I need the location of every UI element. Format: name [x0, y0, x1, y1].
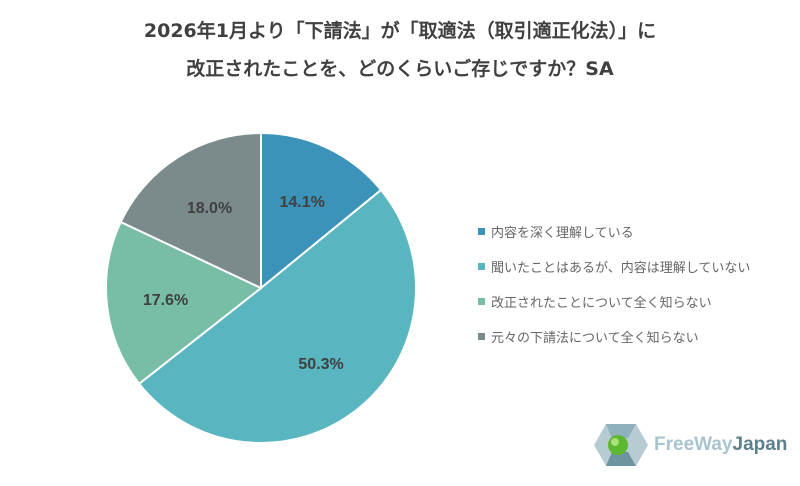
legend-label: 内容を深く理解している	[491, 226, 634, 241]
logo-hexagon-icon	[594, 424, 648, 466]
legend-swatch	[478, 228, 485, 235]
legend-item: 内容を深く理解している	[478, 214, 750, 249]
freewayjapan-logo: FreeWayJapan	[592, 420, 787, 470]
data-label: 14.1%	[280, 194, 325, 211]
logo-text-japan: Japan	[732, 434, 788, 455]
data-label: 17.6%	[143, 292, 188, 309]
legend-item: 聞いたことはあるが、内容は理解していない	[478, 249, 750, 284]
legend-swatch	[478, 333, 485, 340]
legend-label: 改正されたことについて全く知らない	[491, 296, 712, 311]
pie-slice	[119, 131, 262, 290]
legend-label: 元々の下請法について全く知らない	[491, 331, 699, 346]
pie-slice	[105, 220, 263, 386]
pie-slice	[260, 131, 383, 291]
legend-label: 聞いたことはあるが、内容は理解していない	[491, 261, 751, 276]
pie-slice	[137, 188, 417, 444]
data-label: 50.3%	[298, 356, 343, 373]
data-label: 18.0%	[187, 200, 232, 217]
logo-text-freeway: FreeWay	[654, 434, 733, 455]
legend-item: 改正されたことについて全く知らない	[478, 284, 750, 319]
chart-title-line-1: 2026年1月より「下請法」が「取適法（取引適正化法）」に	[143, 20, 657, 42]
legend-item: 元々の下請法について全く知らない	[478, 319, 750, 354]
legend-swatch	[478, 263, 485, 270]
legend-swatch	[478, 298, 485, 305]
chart-title-line-2: 改正されたことを、どのくらいご存じですか？SA	[186, 58, 614, 80]
legend: 内容を深く理解している 聞いたことはあるが、内容は理解していない 改正されたこと…	[478, 214, 750, 354]
